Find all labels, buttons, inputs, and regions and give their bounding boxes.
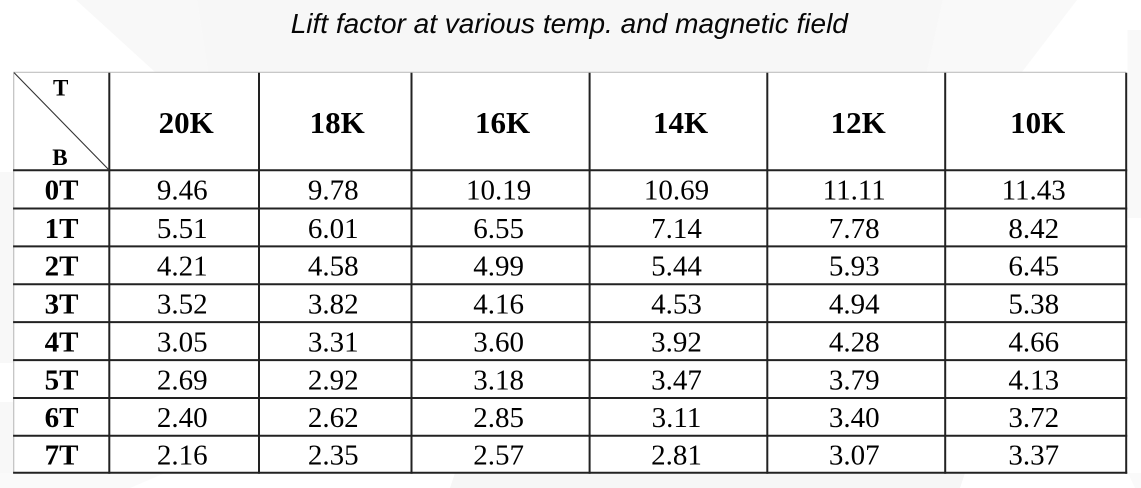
- svg-text:8.42: 8.42: [1008, 213, 1059, 245]
- svg-text:2.16: 2.16: [157, 440, 208, 472]
- svg-text:T: T: [53, 76, 68, 101]
- svg-text:4.28: 4.28: [829, 326, 880, 358]
- svg-text:4T: 4T: [45, 326, 79, 358]
- svg-text:7T: 7T: [45, 440, 79, 472]
- svg-text:3.31: 3.31: [308, 326, 359, 358]
- svg-text:6.45: 6.45: [1008, 251, 1059, 283]
- svg-text:3.07: 3.07: [829, 440, 880, 472]
- svg-text:2.57: 2.57: [473, 440, 524, 472]
- svg-text:4.13: 4.13: [1008, 364, 1059, 396]
- svg-text:Lift factor at various temp. a: Lift factor at various temp. and magneti…: [291, 8, 850, 39]
- svg-text:20K: 20K: [159, 105, 214, 140]
- svg-text:11.11: 11.11: [823, 175, 886, 207]
- svg-text:3.47: 3.47: [651, 364, 702, 396]
- svg-text:1T: 1T: [45, 213, 79, 245]
- svg-text:4.16: 4.16: [473, 289, 524, 321]
- svg-text:3.40: 3.40: [829, 402, 880, 434]
- svg-text:3.79: 3.79: [829, 364, 880, 396]
- svg-text:3.52: 3.52: [157, 289, 208, 321]
- svg-text:2.35: 2.35: [308, 440, 359, 472]
- svg-text:2.85: 2.85: [473, 402, 524, 434]
- svg-text:10K: 10K: [1010, 105, 1065, 140]
- svg-text:14K: 14K: [653, 105, 708, 140]
- svg-text:5T: 5T: [45, 364, 79, 396]
- svg-text:2T: 2T: [45, 251, 79, 283]
- svg-text:4.94: 4.94: [829, 289, 880, 321]
- svg-text:3T: 3T: [45, 289, 79, 321]
- svg-text:7.14: 7.14: [651, 213, 702, 245]
- svg-text:3.11: 3.11: [652, 402, 702, 434]
- svg-text:4.58: 4.58: [308, 251, 359, 283]
- svg-text:4.21: 4.21: [157, 251, 208, 283]
- svg-text:2.81: 2.81: [651, 440, 702, 472]
- svg-text:9.78: 9.78: [308, 175, 359, 207]
- svg-text:3.05: 3.05: [157, 326, 208, 358]
- svg-text:18K: 18K: [310, 105, 365, 140]
- svg-text:16K: 16K: [475, 105, 530, 140]
- svg-text:7.78: 7.78: [829, 213, 880, 245]
- svg-text:2.69: 2.69: [157, 364, 208, 396]
- svg-text:5.93: 5.93: [829, 251, 880, 283]
- svg-text:2.92: 2.92: [308, 364, 359, 396]
- svg-text:5.44: 5.44: [651, 251, 702, 283]
- svg-text:9.46: 9.46: [157, 175, 208, 207]
- svg-text:0T: 0T: [45, 175, 79, 207]
- svg-text:3.60: 3.60: [473, 326, 524, 358]
- svg-text:5.38: 5.38: [1008, 289, 1059, 321]
- svg-text:3.37: 3.37: [1008, 440, 1059, 472]
- svg-text:3.18: 3.18: [473, 364, 524, 396]
- svg-text:10.69: 10.69: [644, 175, 709, 207]
- svg-text:3.72: 3.72: [1008, 402, 1059, 434]
- svg-text:4.53: 4.53: [651, 289, 702, 321]
- svg-text:B: B: [52, 145, 67, 170]
- svg-text:6T: 6T: [45, 402, 79, 434]
- svg-text:3.82: 3.82: [308, 289, 359, 321]
- svg-text:10.19: 10.19: [466, 175, 531, 207]
- svg-text:4.99: 4.99: [473, 251, 524, 283]
- svg-text:4.66: 4.66: [1008, 326, 1059, 358]
- svg-text:2.62: 2.62: [308, 402, 359, 434]
- svg-text:11.43: 11.43: [1002, 175, 1066, 207]
- svg-text:3.92: 3.92: [651, 326, 702, 358]
- svg-text:2.40: 2.40: [157, 402, 208, 434]
- svg-text:5.51: 5.51: [157, 213, 208, 245]
- svg-text:6.01: 6.01: [308, 213, 359, 245]
- svg-text:6.55: 6.55: [473, 213, 524, 245]
- svg-text:12K: 12K: [831, 105, 886, 140]
